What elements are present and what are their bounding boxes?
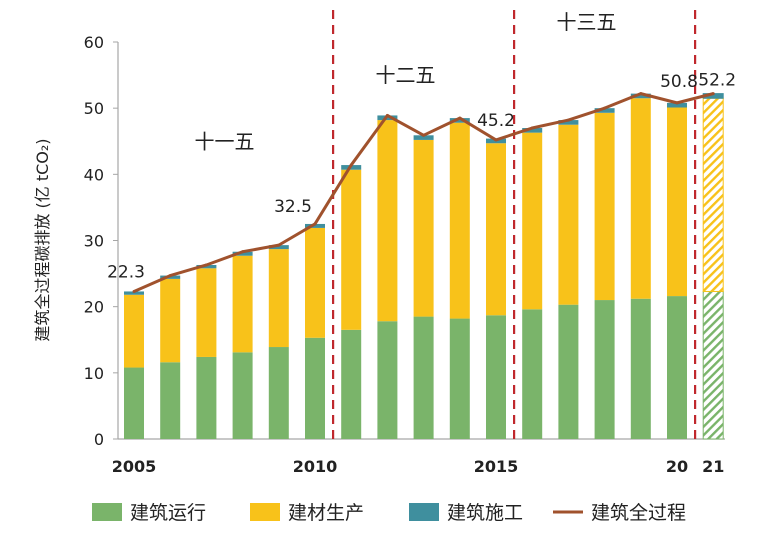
line-point — [132, 289, 136, 293]
bar-building-operation — [558, 304, 579, 439]
line-point — [711, 92, 715, 96]
bar-building-operation — [630, 298, 651, 439]
bar-construction — [196, 264, 217, 269]
bar-construction — [268, 245, 289, 250]
bar-building-operation — [232, 352, 253, 439]
data-label: 50.8 — [660, 72, 698, 92]
bar-construction — [124, 291, 144, 295]
bar-building-operation — [160, 362, 181, 439]
bar-construction — [667, 102, 687, 108]
bar-material-production — [594, 112, 615, 301]
legend-label: 建筑全过程 — [591, 502, 686, 524]
y-tick-label: 0 — [94, 430, 104, 449]
bar-material-production — [160, 278, 181, 363]
bar-material-production — [196, 268, 217, 357]
period-label: 十二五 — [376, 63, 436, 87]
bar-building-operation — [377, 321, 398, 439]
data-label: 45.2 — [477, 111, 515, 131]
bar-material-production — [522, 132, 543, 310]
y-axis-label: 建筑全过程碳排放 (亿 tCO₂) — [33, 138, 52, 341]
bar-building-operation — [449, 318, 470, 439]
x-tick-label: 2015 — [474, 457, 519, 476]
bar-building-operation — [124, 367, 144, 439]
bar-construction — [160, 275, 181, 279]
bar-material-production — [630, 98, 651, 299]
y-axis-label-group: 建筑全过程碳排放 (亿 tCO₂) — [33, 138, 52, 341]
bar-material-production — [377, 120, 398, 322]
period-label: 十三五 — [557, 10, 617, 34]
line-point — [204, 263, 208, 267]
line-point — [675, 101, 679, 105]
line-point — [277, 243, 281, 247]
bar-construction — [232, 251, 253, 256]
bar-material-production — [232, 255, 253, 353]
bar-construction — [594, 108, 615, 113]
bar-construction — [522, 128, 543, 133]
bar-building-operation — [196, 356, 217, 439]
bar-building-operation — [702, 290, 724, 440]
legend-swatch — [409, 503, 439, 521]
legend-label: 建筑施工 — [447, 502, 523, 524]
y-tick-label: 40 — [84, 165, 104, 184]
x-tick-label: 21 — [702, 457, 724, 476]
bar-material-production — [558, 124, 579, 305]
bar-building-operation — [413, 316, 434, 439]
bar-building-operation — [667, 296, 687, 439]
line-point — [603, 106, 607, 110]
line-point — [422, 133, 426, 137]
y-tick-label: 20 — [84, 298, 104, 317]
line-point — [458, 116, 462, 120]
bar-construction — [630, 93, 651, 99]
bar-building-operation — [522, 309, 543, 439]
legend-label: 建材生产 — [288, 502, 364, 524]
period-label: 十一五 — [195, 129, 255, 153]
bar-building-operation — [341, 329, 362, 439]
data-label: 52.2 — [698, 71, 736, 91]
x-tick-label: 2005 — [112, 457, 157, 476]
bar-material-production — [449, 122, 470, 319]
line-point — [385, 113, 389, 117]
bar-material-production — [667, 107, 687, 297]
bar-building-operation — [268, 347, 289, 439]
y-tick-label: 60 — [84, 33, 104, 52]
bar-construction — [413, 135, 434, 140]
bar-material-production — [486, 143, 506, 316]
line-point — [566, 118, 570, 122]
bar-material-production — [413, 139, 434, 317]
legend-swatch — [92, 503, 122, 521]
line-point — [313, 222, 317, 226]
bar-building-operation — [305, 337, 325, 439]
line-point — [168, 274, 172, 278]
plot-area: 0 10 20 30 40 50 60 2005 2010 2015 20 21 十一五 十二五 十三五 22… — [84, 10, 736, 476]
bar-material-production — [341, 169, 362, 330]
bar-construction — [558, 120, 579, 125]
bar-building-operation — [594, 300, 615, 439]
data-label: 32.5 — [274, 197, 312, 217]
y-tick-label: 30 — [84, 232, 104, 251]
legend-swatch — [250, 503, 280, 521]
bar-material-production — [124, 294, 144, 368]
line-point — [639, 92, 643, 96]
legend-label: 建筑运行 — [130, 502, 206, 524]
line-point — [349, 163, 353, 167]
x-tick-label: 2010 — [293, 457, 338, 476]
bar-material-production — [702, 97, 724, 292]
x-tick-label: 20 — [666, 457, 688, 476]
line-point — [241, 250, 245, 254]
y-tick-label: 10 — [84, 364, 104, 383]
data-label: 22.3 — [107, 262, 145, 282]
bar-construction — [449, 118, 470, 123]
y-tick-label: 50 — [84, 99, 104, 118]
bar-building-operation — [486, 315, 506, 439]
bar-material-production — [268, 249, 289, 348]
legend: 建筑运行 建材生产 建筑施工 建筑全过程 — [92, 502, 686, 524]
line-point — [494, 138, 498, 142]
line-point — [530, 126, 534, 130]
bar-material-production — [305, 227, 325, 338]
bar-construction — [305, 223, 325, 228]
